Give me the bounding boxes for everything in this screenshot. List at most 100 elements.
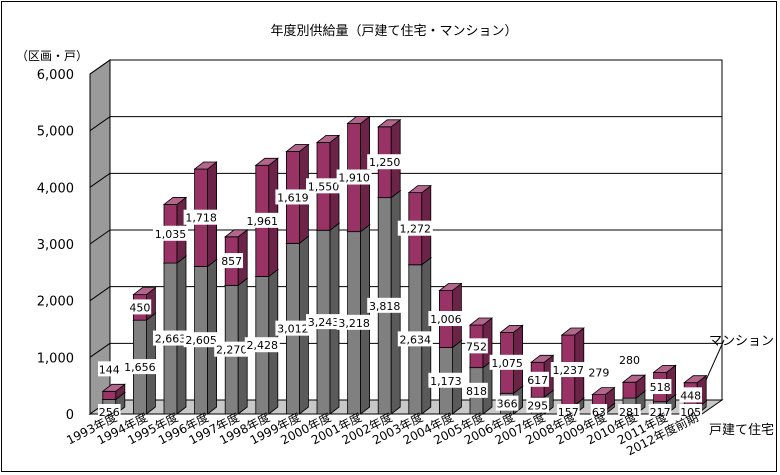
data-label-マンション-bg — [428, 311, 464, 327]
legend-series-label: マンション — [709, 334, 774, 349]
data-label-マンション-bg — [153, 225, 188, 241]
bar-マンション-top — [438, 283, 463, 291]
data-label-戸建て住宅: 217 — [648, 404, 672, 419]
y-tick-label: 4,000 — [37, 181, 74, 196]
data-label-戸建て住宅-bg — [153, 330, 188, 346]
data-label-マンション-text: 279 — [588, 367, 609, 380]
data-label-マンション-text: 1,250 — [369, 156, 401, 169]
data-label-戸建て住宅-text: 256 — [99, 406, 120, 419]
data-label-マンション: 1,550 — [306, 178, 341, 194]
data-label-戸建て住宅-bg — [618, 404, 641, 419]
data-label-戸建て住宅-text: 2,605 — [185, 334, 217, 347]
data-label-マンション-bg — [465, 338, 488, 354]
data-label-マンション-bg — [550, 362, 586, 378]
data-label-戸建て住宅: 295 — [526, 397, 549, 413]
data-label-マンション-bg — [618, 352, 641, 368]
data-label-戸建て住宅-bg — [122, 359, 158, 375]
data-label-マンション-text: 857 — [221, 255, 242, 268]
bar-マンション-top — [315, 134, 341, 143]
data-label-マンション: 1,075 — [489, 354, 525, 370]
data-label-マンション-bg — [367, 154, 403, 170]
data-label-戸建て住宅-text: 157 — [558, 406, 579, 419]
y-tick-label: 5,000 — [37, 125, 74, 140]
y-tick-label: 3,000 — [37, 238, 74, 253]
data-label-戸建て住宅: 3,012 — [275, 320, 311, 336]
gridline-side — [89, 116, 111, 132]
legend-leader — [705, 339, 725, 380]
y-tick-label: 2,000 — [37, 295, 74, 310]
y-tick-label: 6,000 — [37, 68, 74, 83]
data-label-戸建て住宅: 2,634 — [397, 331, 433, 347]
data-label-マンション-bg — [679, 387, 702, 403]
data-label-戸建て住宅-bg — [428, 372, 464, 388]
data-label-マンション-text: 1,718 — [185, 212, 217, 225]
data-label-マンション: 144 — [98, 361, 121, 377]
bar-マンション-top — [591, 387, 616, 396]
bar-マンション-top — [683, 375, 708, 384]
bar-マンション-front — [102, 390, 117, 400]
gridline-side — [89, 229, 111, 245]
data-label-戸建て住宅-text: 3,012 — [277, 323, 309, 336]
data-label-マンション-text: 280 — [619, 354, 640, 367]
data-label-戸建て住宅: 818 — [465, 382, 488, 398]
data-label-戸建て住宅-bg — [495, 395, 519, 411]
bar-マンション-top — [285, 144, 310, 152]
data-label-戸建て住宅-text: 295 — [527, 400, 548, 413]
data-label-マンション: 450 — [128, 299, 152, 315]
data-label-戸建て住宅-text: 2,634 — [400, 333, 432, 346]
data-label-マンション: 1,035 — [153, 225, 188, 241]
data-label-戸建て住宅: 1,656 — [122, 359, 158, 375]
data-label-マンション-text: 1,550 — [308, 180, 340, 193]
data-label-マンション: 1,910 — [336, 169, 372, 185]
bar-マンション-top — [499, 324, 524, 333]
data-label-マンション: 1,718 — [183, 209, 219, 225]
bar-マンション-top — [468, 317, 494, 326]
data-label-マンション-text: 448 — [680, 389, 701, 402]
data-label-マンション-text: 752 — [466, 340, 487, 353]
data-label-マンション-text: 1,237 — [553, 364, 585, 377]
chart-title: 年度別供給量（戸建て住宅・マンション） — [270, 23, 517, 39]
data-label-マンション: 1,237 — [550, 362, 586, 378]
bar-マンション-top — [407, 185, 432, 194]
data-label-マンション: 1,272 — [397, 220, 433, 236]
data-label-マンション-text: 1,619 — [277, 191, 309, 204]
bar-マンション — [621, 374, 647, 399]
data-label-戸建て住宅-text: 2,428 — [247, 339, 279, 352]
data-label-マンション-bg — [306, 178, 341, 194]
data-label-戸建て住宅-bg — [336, 314, 372, 330]
data-label-戸建て住宅: 3,243 — [306, 314, 341, 330]
y-tick-label: 0 — [66, 408, 74, 423]
data-label-マンション: 1,961 — [244, 212, 280, 228]
bar-マンション-top — [530, 354, 555, 363]
data-label-戸建て住宅: 63 — [590, 404, 608, 419]
data-label-マンション-text: 1,075 — [491, 357, 523, 370]
data-label-マンション: 279 — [587, 364, 611, 380]
bar-マンション-top — [162, 197, 188, 205]
bar-マンション-top — [621, 374, 647, 383]
data-label-戸建て住宅: 3,218 — [336, 314, 372, 330]
data-label-戸建て住宅-bg — [557, 404, 580, 419]
bar-マンション-front — [622, 381, 637, 399]
data-label-戸建て住宅-text: 818 — [466, 385, 487, 398]
data-label-マンション: 1,250 — [367, 154, 403, 170]
data-label-戸建て住宅-bg — [465, 382, 488, 398]
bar-マンション — [101, 383, 126, 401]
data-label-マンション-bg — [183, 209, 219, 225]
data-label-マンション: 1,619 — [275, 189, 311, 205]
data-label-戸建て住宅-text: 3,218 — [338, 317, 370, 330]
data-label-マンション-bg — [128, 299, 152, 315]
data-label-戸建て住宅: 1,173 — [428, 372, 464, 388]
data-label-マンション-text: 450 — [129, 301, 150, 314]
bar-マンション-top — [652, 364, 677, 373]
bar-マンション-top — [132, 287, 157, 296]
data-label-マンション-bg — [526, 371, 549, 387]
data-label-戸建て住宅-bg — [648, 404, 672, 419]
data-label-戸建て住宅: 366 — [495, 395, 519, 411]
data-label-戸建て住宅-text: 2,270 — [216, 344, 248, 357]
data-label-マンション: 1,006 — [428, 311, 464, 327]
gridline-side — [89, 172, 111, 188]
data-label-マンション-text: 1,006 — [430, 313, 462, 326]
gridline-side — [89, 286, 111, 302]
